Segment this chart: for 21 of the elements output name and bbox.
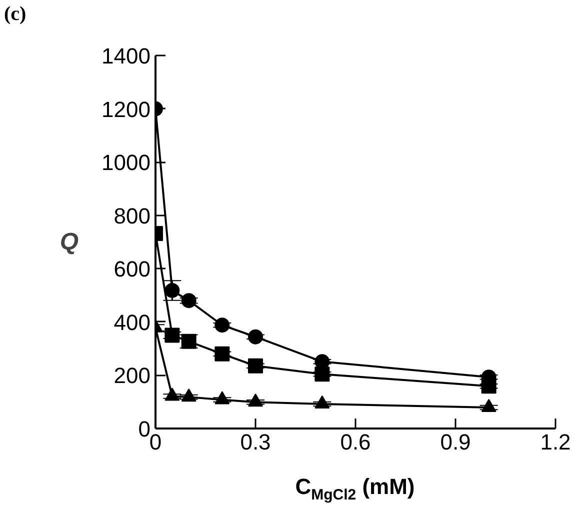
x-tick-label: 1.2 — [540, 430, 571, 454]
point — [481, 378, 496, 394]
y-tick-label: 1000 — [102, 150, 151, 176]
y-tick-label: 1400 — [102, 44, 151, 68]
point — [214, 318, 230, 333]
y-tick-label: 400 — [114, 310, 151, 335]
x-axis-title: C$_{MgCl2}$ (mM) — [295, 473, 415, 506]
point — [214, 346, 230, 362]
y-tick-label: 800 — [114, 203, 151, 228]
point — [248, 329, 263, 344]
point — [248, 358, 263, 374]
x-tick-label: 0.6 — [340, 430, 371, 454]
x-tick-label: 0.9 — [440, 430, 471, 454]
y-tick-label: 600 — [114, 256, 151, 282]
y-tick-label: 200 — [114, 363, 151, 388]
point — [164, 283, 180, 298]
chart-title: (c) — [4, 2, 26, 27]
x-tick-label: 0.3 — [240, 430, 271, 454]
y-tick-label: 1200 — [102, 96, 151, 122]
point — [314, 366, 330, 382]
y-axis-title: Q — [60, 228, 79, 256]
